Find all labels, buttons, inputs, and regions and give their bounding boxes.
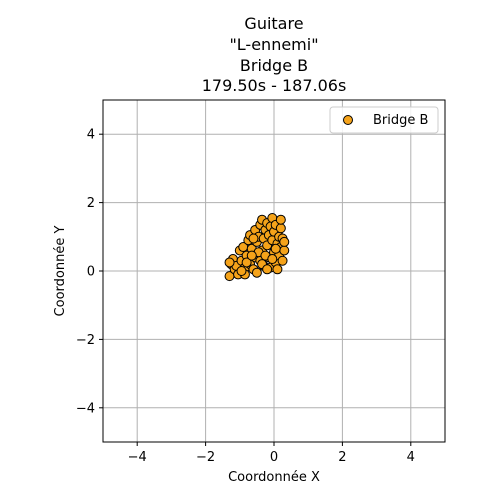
y-tick-label: 2: [87, 196, 95, 211]
legend-label: Bridge B: [373, 113, 428, 128]
data-point: [236, 266, 247, 276]
data-point: [241, 257, 252, 268]
title-line-3: Bridge B: [240, 56, 308, 75]
x-tick-label: −2: [196, 450, 215, 465]
x-tick-label: −4: [128, 450, 147, 465]
axis-ticks: −4 −2 0 2 4 −4 −2 0 2 4: [76, 128, 415, 465]
title-line-1: Guitare: [244, 14, 303, 33]
data-point: [248, 233, 259, 244]
y-tick-label: 0: [87, 265, 95, 280]
data-point: [267, 254, 278, 265]
legend-box: [329, 106, 439, 134]
data-point: [275, 214, 286, 225]
y-tick-label: −4: [76, 401, 95, 416]
data-point: [279, 236, 290, 247]
title-line-4: 179.50s - 187.06s: [202, 76, 347, 95]
data-point: [277, 255, 288, 266]
y-tick-label: −2: [76, 333, 95, 348]
legend-marker: [343, 115, 353, 125]
data-point: [262, 264, 273, 275]
y-tick-label: 4: [87, 128, 95, 143]
chart-title: Guitare "L-ennemi" Bridge B 179.50s - 18…: [202, 14, 347, 95]
data-point: [270, 243, 281, 254]
data-point: [272, 264, 283, 275]
grid-lines: [103, 100, 445, 442]
x-tick-label: 4: [407, 450, 415, 465]
x-tick-label: 2: [338, 450, 346, 465]
x-tick-label: 0: [270, 450, 278, 465]
y-axis-label: Coordonnée Y: [53, 226, 68, 317]
data-point: [275, 223, 286, 234]
x-axis-label: Coordonnée X: [228, 470, 320, 485]
data-point: [279, 245, 290, 256]
scatter-points: [224, 212, 290, 282]
data-point: [251, 267, 262, 278]
legend: Bridge B: [329, 106, 439, 134]
data-point: [246, 250, 257, 261]
title-line-2: "L-ennemi": [229, 35, 318, 54]
data-point: [224, 257, 235, 268]
